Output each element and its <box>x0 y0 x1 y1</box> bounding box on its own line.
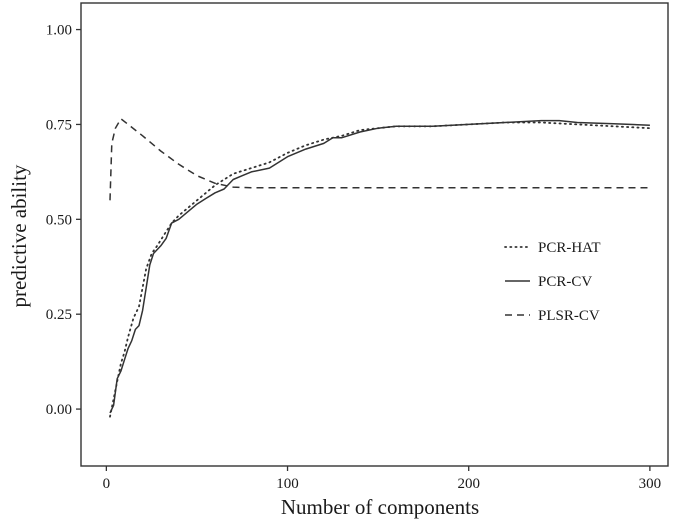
y-tick-label: 1.00 <box>46 23 72 39</box>
x-axis: 0 100 200 300 <box>103 466 662 492</box>
series-line-plsr-cv <box>109 118 650 201</box>
x-axis-title: Number of components <box>281 495 479 519</box>
x-tick-label: 100 <box>276 476 299 492</box>
y-tick-label: 0.50 <box>46 212 72 228</box>
y-axis-title: predictive ability <box>7 164 31 307</box>
series-line-pcr-hat <box>109 121 651 418</box>
legend: PCR-HAT PCR-CV PLSR-CV <box>504 240 601 324</box>
legend-label-pcr-cv: PCR-CV <box>538 274 592 290</box>
legend-label-pcr-hat: PCR-HAT <box>538 240 601 256</box>
y-tick-label: 0.25 <box>46 307 72 323</box>
x-tick-label: 200 <box>457 476 480 492</box>
plot-frame <box>80 2 669 467</box>
x-tick-label: 0 <box>103 476 111 492</box>
x-tick-label: 300 <box>639 476 662 492</box>
series-line-pcr-cv <box>109 119 650 414</box>
legend-label-plsr-cv: PLSR-CV <box>538 308 600 324</box>
y-tick-label: 0.75 <box>46 117 72 133</box>
series-layer <box>109 118 651 418</box>
y-axis: 0.00 0.25 0.50 0.75 1.00 <box>46 23 81 418</box>
y-tick-label: 0.00 <box>46 402 72 418</box>
